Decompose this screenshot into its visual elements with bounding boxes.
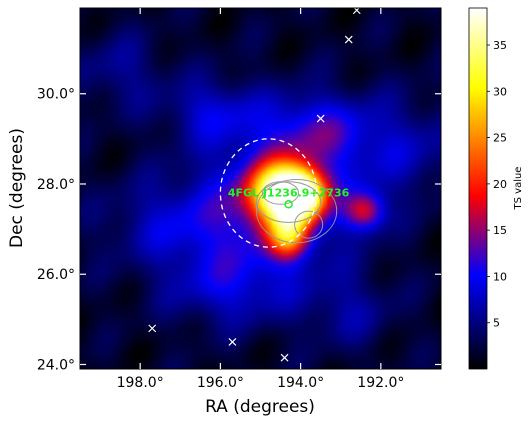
colorbar-ticks: 5 10 15 20 25 30 35 <box>487 39 507 330</box>
colorbar-tick-label: 25 <box>493 132 507 145</box>
plot-frame <box>79 7 442 370</box>
x-tick-label: 194.0° <box>277 375 324 391</box>
ts-contour-line <box>255 178 338 244</box>
y-axis-title: Dec (degrees) <box>7 128 27 248</box>
colorbar-tick-label: 30 <box>493 85 507 98</box>
colorbar-tick-label: 5 <box>493 317 500 330</box>
x-tick-labels: 198.0° 196.0° 194.0° 192.0° <box>117 375 405 391</box>
catalog-source-markers <box>148 8 361 362</box>
colorbar-tick-label: 10 <box>493 270 507 283</box>
ts-heatmap <box>80 8 441 369</box>
y-tick-label: 28.0° <box>37 177 75 193</box>
map-overlays: 4FGL J1236.9+2736 <box>148 8 361 362</box>
catalog-source-cross <box>352 8 361 15</box>
x-axis-title: RA (degrees) <box>205 397 315 417</box>
catalog-source-cross <box>148 324 157 333</box>
ts-contour-line <box>294 210 324 239</box>
colorbar: 5 10 15 20 25 30 35 TS value <box>468 7 524 370</box>
ts-contours <box>255 178 338 244</box>
y-tick-labels: 24.0° 26.0° 28.0° 30.0° <box>37 87 75 374</box>
y-tick-label: 30.0° <box>37 87 75 103</box>
source-position-marker <box>284 200 293 209</box>
catalog-source-cross <box>280 353 289 362</box>
ts-contour-line <box>255 181 322 223</box>
catalog-source-cross <box>316 114 325 123</box>
y-tick-label: 24.0° <box>37 357 75 373</box>
x-tick-label: 196.0° <box>197 375 244 391</box>
source-label: 4FGL J1236.9+2736 <box>228 186 350 199</box>
catalog-source-cross <box>344 35 353 44</box>
colorbar-tick-label: 20 <box>493 178 507 191</box>
colorbar-tick-label: 35 <box>493 39 507 52</box>
ts-heatmap-image <box>80 8 441 369</box>
catalog-source-cross <box>228 338 237 346</box>
colorbar-tick-label: 15 <box>493 224 507 237</box>
colorbar-title: TS value <box>513 167 524 211</box>
x-tick-label: 198.0° <box>117 375 164 391</box>
x-tick-label: 192.0° <box>357 375 404 391</box>
y-tick-label: 26.0° <box>37 267 75 283</box>
axis-ticks <box>80 8 441 369</box>
colorbar-gradient <box>468 7 488 370</box>
